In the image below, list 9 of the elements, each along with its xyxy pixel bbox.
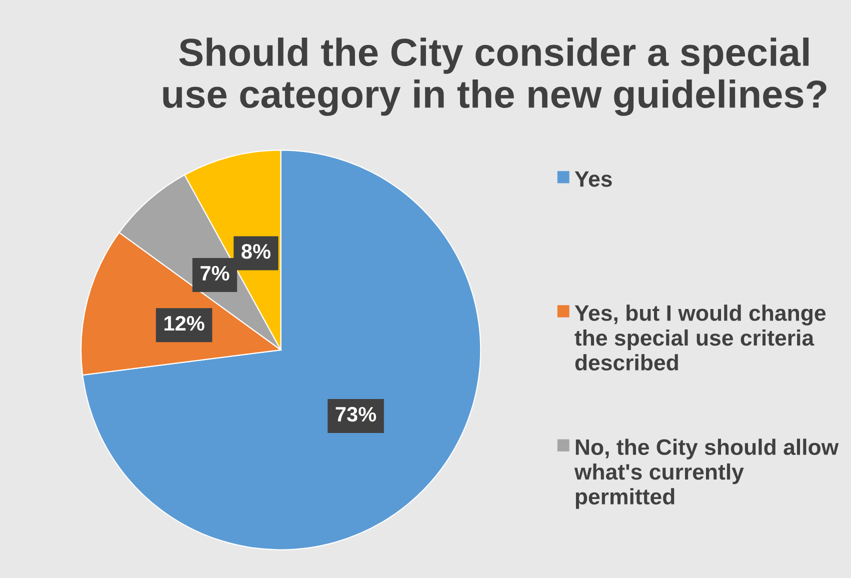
data-label: 73% <box>336 406 376 422</box>
legend-label: Yes <box>574 171 612 187</box>
pie-slice <box>82 150 482 550</box>
legend-label: Yes, but I would change the special use criteria described <box>574 304 826 371</box>
chart-title: Should the City consider a special use category in the new guidelines? <box>163 38 826 116</box>
data-label: 12% <box>164 316 204 331</box>
data-label: 8% <box>242 244 270 259</box>
data-label: 7% <box>200 266 230 281</box>
legend-label: No, the City should allow what's currently permitted <box>574 438 839 509</box>
